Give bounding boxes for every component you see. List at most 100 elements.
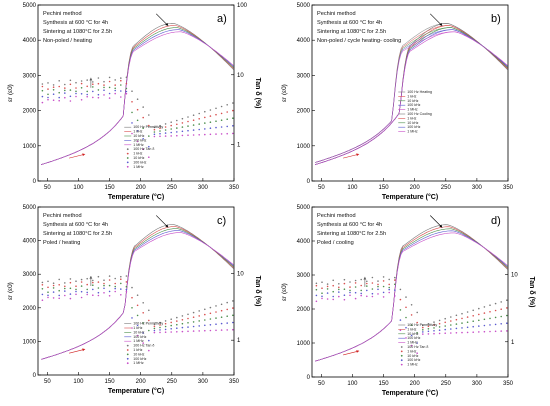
tan-delta-point	[114, 84, 116, 86]
tan-delta-point	[204, 324, 206, 327]
direction-arrow	[343, 153, 360, 159]
tan-delta-point	[232, 125, 234, 127]
legend-entry: 1 MHz	[407, 341, 418, 345]
tan-delta-point	[170, 135, 172, 137]
tan-delta-point	[80, 285, 83, 287]
tan-delta-point	[75, 90, 77, 93]
annotation-note: Non-poled / cycle heating- cooling	[317, 38, 401, 44]
tan-delta-point	[461, 312, 463, 315]
tan-delta-point	[108, 290, 111, 293]
y-tick-label: 4000	[23, 239, 37, 245]
tan-delta-point	[500, 308, 503, 311]
tan-delta-point	[86, 95, 88, 98]
tan-delta-point	[47, 291, 49, 294]
y-tick-label: 1000	[297, 144, 311, 150]
tan-delta-point	[41, 89, 44, 92]
tan-delta-point	[92, 96, 94, 99]
tan-delta-point	[416, 311, 419, 314]
tan-delta-point	[75, 285, 77, 288]
tan-delta-point	[455, 318, 458, 321]
tan-delta-point	[103, 86, 105, 89]
annotation-note: Synthesis at 600 °C for 4h	[317, 20, 382, 26]
tan-delta-point	[209, 127, 212, 129]
tan-delta-point	[371, 295, 374, 298]
x-tick-label: 50	[318, 381, 325, 387]
tan-delta-point	[125, 92, 128, 95]
arrow-head	[439, 224, 443, 228]
y-axis-title: εr (ε0)	[281, 84, 288, 102]
tan-delta-point	[75, 293, 77, 296]
tan-delta-point	[97, 281, 100, 283]
tan-delta-point	[58, 96, 60, 99]
tan-delta-point	[41, 281, 44, 284]
legend-entry: 100 Hz Tan δ	[407, 345, 428, 349]
annotation-note: Synthesis at 600 °C for 4h	[317, 222, 382, 228]
legend-entry: 1 MHz	[407, 363, 418, 367]
tan-delta-point	[131, 90, 133, 92]
tan-delta-point	[204, 110, 206, 113]
tan-delta-point	[382, 280, 385, 282]
tan-delta-point	[489, 324, 491, 326]
tan-delta-point	[120, 90, 122, 92]
tan-delta-point	[58, 294, 60, 297]
tan-delta-point	[232, 109, 234, 112]
tan-delta-point	[399, 298, 402, 301]
tan-delta-point	[433, 324, 435, 326]
tan-delta-point	[86, 291, 88, 294]
tan-delta-point	[58, 91, 60, 94]
tan-delta-point	[220, 119, 223, 121]
x-tick-label: 100	[73, 185, 84, 191]
tan-delta-point	[444, 321, 447, 324]
tan-delta-point	[438, 322, 441, 325]
tan-delta-point	[176, 134, 178, 137]
tan-delta-point	[204, 133, 206, 136]
tan-delta-point	[215, 317, 217, 319]
x-tick-label: 200	[136, 185, 147, 191]
tan-delta-point	[422, 333, 424, 335]
tan-delta-point	[164, 135, 167, 137]
tan-delta-point	[198, 315, 200, 317]
tan-delta-point	[483, 312, 486, 314]
annotation-note: Synthesis at 600 °C for 4h	[43, 20, 108, 26]
tan-delta-point	[192, 134, 195, 136]
x-tick-label: 300	[198, 379, 209, 385]
tan-delta-point	[220, 112, 223, 115]
tan-delta-point	[455, 327, 458, 330]
tan-delta-point	[438, 332, 441, 335]
tan-delta-point	[176, 327, 178, 330]
legend-swatch	[126, 148, 129, 151]
tan-delta-point	[92, 284, 94, 287]
tan-delta-point	[209, 324, 212, 326]
tan-delta-point	[232, 300, 234, 302]
tan-delta-point	[478, 319, 480, 322]
tan-delta-point	[142, 148, 144, 151]
x-tick-label: 250	[441, 381, 452, 387]
tan-delta-point	[500, 330, 503, 332]
tan-delta-point	[483, 318, 486, 321]
tan-delta-point	[58, 80, 60, 82]
tan-delta-point	[399, 288, 402, 291]
tan-delta-point	[69, 278, 72, 280]
tan-delta-point	[332, 279, 335, 282]
tan-delta-point	[472, 320, 475, 323]
legend-entry: 1 kHz	[407, 327, 416, 331]
tan-delta-point	[120, 288, 122, 290]
tan-delta-point	[204, 319, 206, 321]
tan-delta-point	[450, 332, 452, 334]
x-tick-label: 50	[44, 185, 51, 191]
legend-entry: 1 kHz	[133, 348, 142, 352]
legend-swatch	[400, 363, 403, 366]
tan-delta-point	[315, 284, 318, 287]
tan-delta-point	[92, 90, 94, 93]
tan-delta-point	[131, 122, 133, 124]
tan-delta-point	[164, 132, 167, 134]
tan-delta-point	[153, 128, 156, 131]
tan-delta-point	[338, 283, 340, 285]
tan-delta-point	[97, 89, 100, 91]
legend-entry: 1 MHz	[133, 361, 144, 365]
tan-delta-point	[360, 278, 363, 281]
legend-entry: 100 Hz Tan δ	[133, 147, 154, 151]
tan-delta-point	[47, 98, 49, 101]
tan-delta-point	[198, 123, 200, 125]
tan-delta-point	[226, 301, 228, 304]
